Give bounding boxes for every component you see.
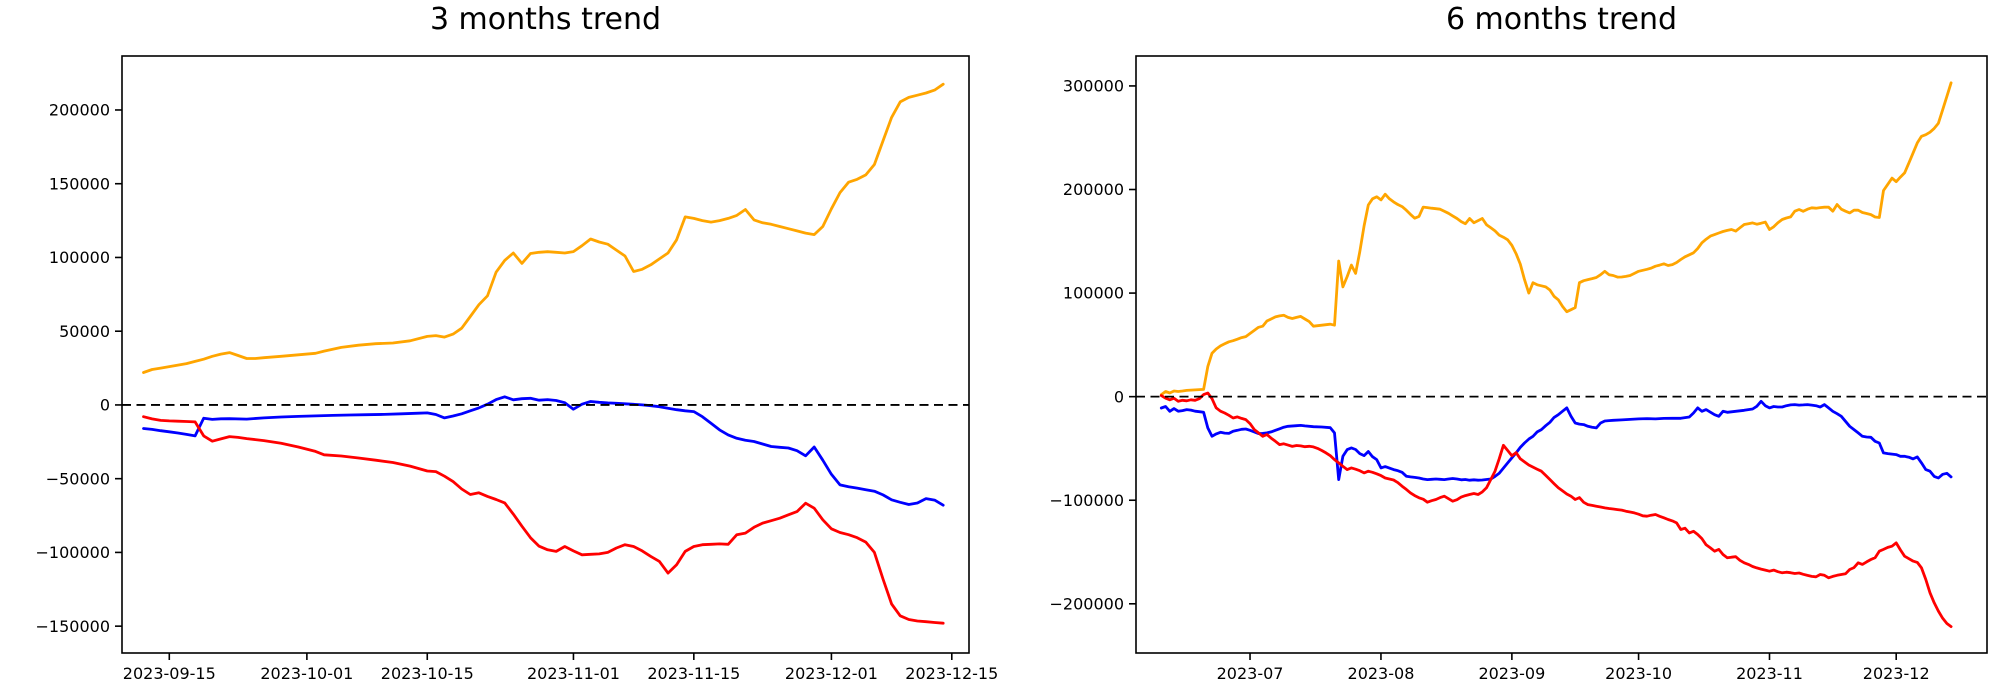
y-tick-label: 50000: [59, 322, 110, 341]
y-tick-label: 0: [1114, 387, 1124, 406]
y-tick-label: −200000: [1050, 594, 1124, 613]
y-tick-label: 100000: [49, 248, 110, 267]
series-blue: [1159, 399, 1953, 482]
y-tick-label: −100000: [1050, 491, 1124, 510]
series-red: [142, 415, 945, 625]
x-tick-label: 2023-12-15: [905, 664, 998, 683]
x-tick-label: 2023-08: [1348, 664, 1415, 683]
x-tick-label: 2023-10: [1605, 664, 1672, 683]
y-tick-label: 150000: [49, 174, 110, 193]
y-tick-label: −100000: [36, 543, 110, 562]
panel-title-3-months: 3 months trend: [429, 2, 662, 37]
x-tick-label: 2023-10-01: [260, 664, 353, 683]
x-tick-label: 2023-12: [1863, 664, 1930, 683]
plot-border: [1135, 55, 1988, 654]
x-tick-label: 2023-09: [1478, 664, 1545, 683]
plot-border: [121, 55, 970, 654]
y-tick-label: 200000: [49, 101, 110, 120]
panel-6-months: 300000 200000 100000 0 −100000 −200000 2023-07…: [1050, 55, 1988, 683]
series-orange: [1159, 81, 1953, 396]
panel-3-months: 200000 150000 100000 50000 0 −50000 −100000 −15…: [36, 55, 998, 683]
series-blue: [142, 395, 945, 507]
x-tick-label: 2023-11: [1736, 664, 1803, 683]
x-tick-label: 2023-10-15: [381, 664, 474, 683]
y-tick-label: 100000: [1063, 284, 1124, 303]
x-tick-label: 2023-07: [1217, 664, 1284, 683]
y-tick-label: 300000: [1063, 77, 1124, 96]
x-axis: 2023-07 2023-08 2023-09 2023-10 2023-11 2023-…: [1217, 653, 1930, 683]
panel-title-6-months: 6 months trend: [1445, 2, 1678, 37]
y-tick-label: 0: [100, 396, 110, 415]
x-axis: 2023-09-15 2023-10-01 2023-10-15 2023-11-01…: [123, 653, 998, 683]
y-tick-label: −50000: [46, 469, 110, 488]
y-tick-label: 200000: [1063, 180, 1124, 199]
x-tick-label: 2023-09-15: [123, 664, 216, 683]
series-orange: [142, 82, 945, 374]
y-axis: 200000 150000 100000 50000 0 −50000 −100000 −15…: [36, 101, 122, 636]
x-tick-label: 2023-11-01: [527, 664, 620, 683]
x-tick-label: 2023-11-15: [647, 664, 740, 683]
y-tick-label: −150000: [36, 617, 110, 636]
y-axis: 300000 200000 100000 0 −100000 −200000: [1050, 77, 1136, 613]
x-tick-label: 2023-12-01: [785, 664, 878, 683]
series-red: [1159, 391, 1953, 628]
